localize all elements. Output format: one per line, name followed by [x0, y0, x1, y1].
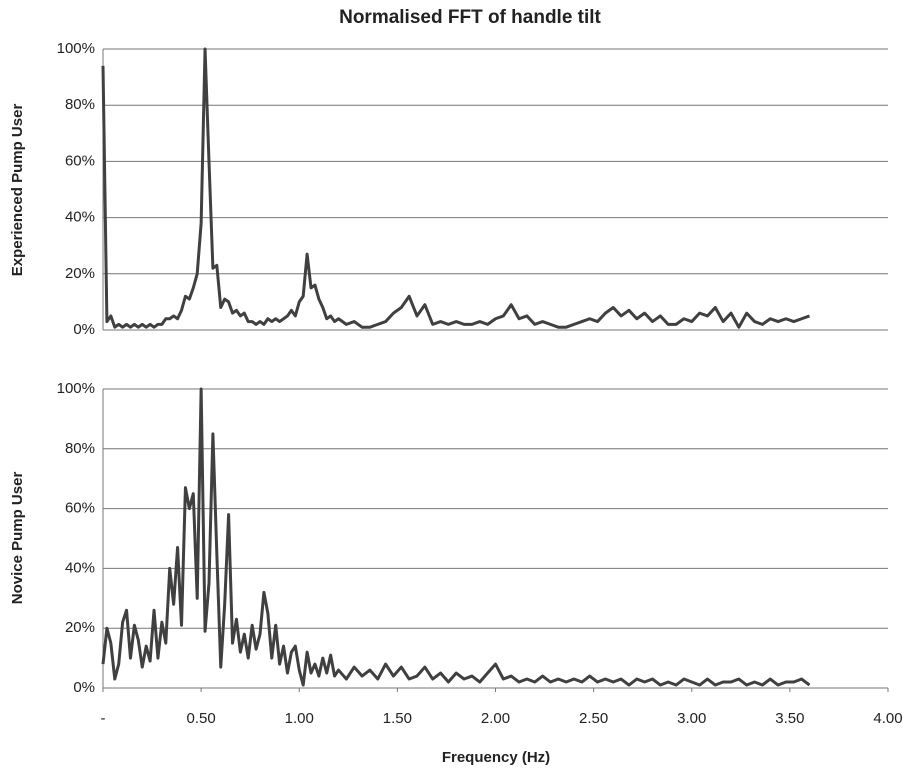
y-tick-label: 80%: [65, 440, 95, 457]
y-axis-label: Experienced Pump User: [9, 104, 26, 277]
y-tick-label: 80%: [65, 96, 95, 113]
chart-title: Normalised FFT of handle tilt: [339, 7, 601, 28]
x-tick-label: 3.00: [677, 710, 706, 727]
y-tick-label: 40%: [65, 209, 95, 226]
y-tick-label: 0%: [73, 679, 95, 696]
x-tick-label: 4.00: [873, 710, 902, 727]
x-tick-label: -: [101, 710, 106, 727]
y-axis-label: Novice Pump User: [9, 472, 26, 605]
y-tick-label: 0%: [73, 321, 95, 338]
x-tick-label: 1.50: [383, 710, 412, 727]
x-tick-label: 3.50: [775, 710, 804, 727]
x-axis-label: Frequency (Hz): [442, 749, 550, 766]
y-tick-label: 60%: [65, 500, 95, 517]
y-tick-label: 20%: [65, 265, 95, 282]
x-tick-label: 2.00: [481, 710, 510, 727]
y-tick-label: 60%: [65, 152, 95, 169]
y-tick-label: 100%: [57, 40, 95, 57]
data-line: [101, 387, 811, 687]
x-tick-label: 1.00: [285, 710, 314, 727]
y-tick-label: 20%: [65, 619, 95, 636]
x-tick-label: 0.50: [187, 710, 216, 727]
y-tick-label: 100%: [57, 380, 95, 397]
y-tick-label: 40%: [65, 559, 95, 576]
data-line: [101, 47, 811, 329]
x-tick-label: 2.50: [579, 710, 608, 727]
